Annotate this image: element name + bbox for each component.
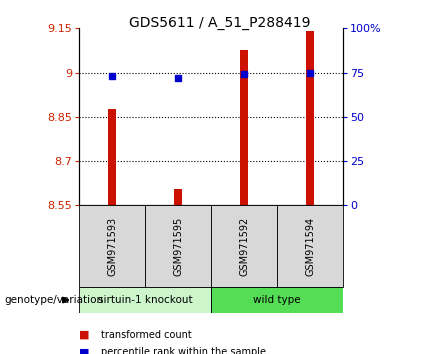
Bar <box>174 189 182 205</box>
Text: sirtuin-1 knockout: sirtuin-1 knockout <box>98 295 193 305</box>
Bar <box>211 205 277 287</box>
Text: GSM971593: GSM971593 <box>107 216 117 276</box>
Text: percentile rank within the sample: percentile rank within the sample <box>101 347 266 354</box>
Text: genotype/variation: genotype/variation <box>4 295 103 305</box>
Bar <box>79 205 145 287</box>
Bar <box>79 287 211 313</box>
Text: ■: ■ <box>79 330 90 339</box>
Bar <box>211 287 343 313</box>
Bar <box>306 31 314 205</box>
Text: GSM971594: GSM971594 <box>305 216 315 276</box>
Bar <box>108 109 116 205</box>
Text: GDS5611 / A_51_P288419: GDS5611 / A_51_P288419 <box>129 16 311 30</box>
Text: transformed count: transformed count <box>101 330 192 339</box>
Bar <box>145 205 211 287</box>
Bar <box>277 205 343 287</box>
Text: GSM971592: GSM971592 <box>239 216 249 276</box>
Text: wild type: wild type <box>253 295 301 305</box>
Text: ■: ■ <box>79 347 90 354</box>
Bar <box>240 51 248 205</box>
Text: GSM971595: GSM971595 <box>173 216 183 276</box>
